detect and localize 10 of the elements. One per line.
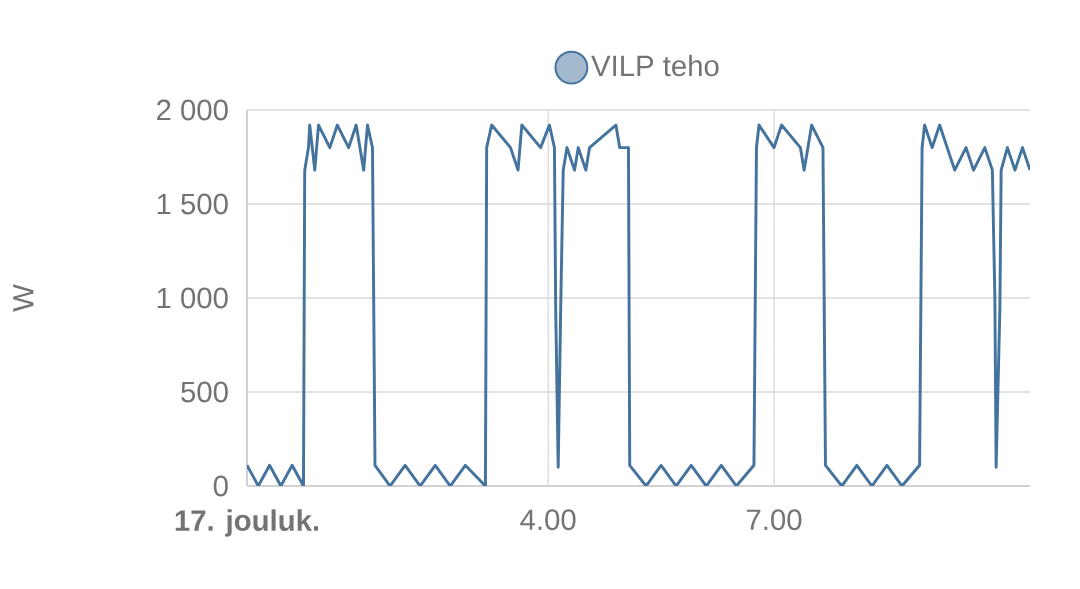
y-axis-title: W — [13, 284, 34, 312]
y-tick-label: 0 — [213, 475, 228, 497]
y-tick-label: 500 — [181, 381, 228, 403]
y-tick-label: 1 000 — [157, 287, 228, 309]
x-tick-label: 17. jouluk. — [175, 509, 319, 537]
x-tick-label: 7.00 — [746, 509, 802, 531]
legend-label: VILP teho — [591, 54, 719, 77]
y-tick-label: 1 500 — [157, 193, 228, 215]
y-tick-label: 2 000 — [157, 99, 228, 121]
x-tick-label: 4.00 — [520, 509, 576, 531]
